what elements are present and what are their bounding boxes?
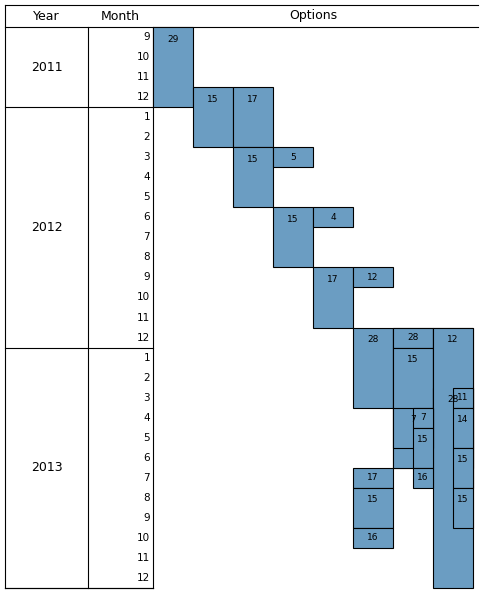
Text: 8: 8	[143, 493, 150, 503]
Text: 15: 15	[417, 435, 429, 444]
Bar	[273, 147, 313, 167]
Bar	[233, 87, 273, 147]
Text: 17: 17	[327, 275, 339, 284]
Text: 17: 17	[367, 473, 379, 482]
Text: 2011: 2011	[31, 60, 62, 74]
Text: Options: Options	[289, 9, 337, 23]
Text: Month: Month	[101, 9, 140, 23]
Bar	[353, 267, 393, 288]
Text: 28: 28	[367, 335, 379, 344]
Bar	[433, 327, 473, 488]
Text: 3: 3	[143, 152, 150, 162]
Text: 15: 15	[367, 495, 379, 504]
Text: 8: 8	[143, 253, 150, 263]
Text: 15: 15	[247, 155, 259, 164]
Text: 9: 9	[143, 513, 150, 523]
Text: 16: 16	[417, 473, 429, 482]
Bar	[313, 208, 353, 227]
Text: 15: 15	[407, 355, 419, 364]
Text: 4: 4	[143, 173, 150, 182]
Text: 11: 11	[137, 553, 150, 563]
Text: 1: 1	[143, 112, 150, 122]
Text: 6: 6	[143, 212, 150, 222]
Bar	[353, 468, 393, 488]
Bar	[353, 327, 393, 407]
Text: 5: 5	[143, 433, 150, 443]
Text: 15: 15	[457, 495, 469, 504]
Text: 11: 11	[137, 313, 150, 323]
Bar	[393, 347, 433, 468]
Text: 5: 5	[290, 153, 296, 162]
Text: 2: 2	[143, 372, 150, 382]
Text: 7: 7	[410, 415, 416, 424]
Text: 29: 29	[167, 34, 179, 43]
Text: 10: 10	[137, 533, 150, 543]
Text: 2012: 2012	[31, 221, 62, 234]
Text: 28: 28	[407, 333, 419, 342]
Text: 15: 15	[457, 455, 469, 464]
Text: 2: 2	[143, 132, 150, 142]
Text: Year: Year	[33, 9, 60, 23]
Bar	[413, 407, 433, 428]
Bar	[393, 327, 433, 347]
Text: 10: 10	[137, 52, 150, 62]
Bar	[453, 488, 473, 528]
Text: 15: 15	[287, 215, 299, 224]
Bar	[353, 488, 393, 528]
Bar	[353, 528, 393, 548]
Text: 16: 16	[367, 534, 379, 543]
Text: 5: 5	[143, 192, 150, 202]
Bar	[313, 267, 353, 327]
Bar	[433, 327, 473, 588]
Text: 4: 4	[330, 213, 336, 222]
Text: 7: 7	[143, 473, 150, 483]
Text: 7: 7	[420, 413, 426, 422]
Text: 1: 1	[143, 353, 150, 362]
Bar	[393, 407, 433, 448]
Text: 6: 6	[143, 453, 150, 463]
Bar	[153, 27, 193, 107]
Text: 12: 12	[137, 92, 150, 102]
Text: 28: 28	[447, 395, 459, 404]
Text: 12: 12	[447, 335, 459, 344]
Bar	[413, 428, 433, 468]
Text: 2013: 2013	[31, 461, 62, 474]
Text: 11: 11	[137, 72, 150, 82]
Text: 17: 17	[247, 95, 259, 104]
Text: 10: 10	[137, 292, 150, 302]
Bar	[233, 147, 273, 208]
Text: 12: 12	[137, 333, 150, 343]
Text: 9: 9	[143, 272, 150, 282]
Text: 7: 7	[143, 232, 150, 243]
Text: 9: 9	[143, 32, 150, 42]
Bar	[273, 208, 313, 267]
Bar	[413, 468, 433, 488]
Bar	[453, 448, 473, 488]
Text: 4: 4	[143, 413, 150, 423]
Text: 12: 12	[137, 573, 150, 583]
Bar	[433, 388, 473, 468]
Text: 11: 11	[457, 393, 469, 402]
Bar	[393, 327, 433, 468]
Bar	[453, 407, 473, 448]
Text: 15: 15	[207, 95, 219, 104]
Text: 3: 3	[143, 393, 150, 403]
Bar	[453, 388, 473, 407]
Text: 12: 12	[367, 273, 379, 282]
Text: 14: 14	[457, 415, 469, 424]
Bar	[193, 87, 233, 147]
